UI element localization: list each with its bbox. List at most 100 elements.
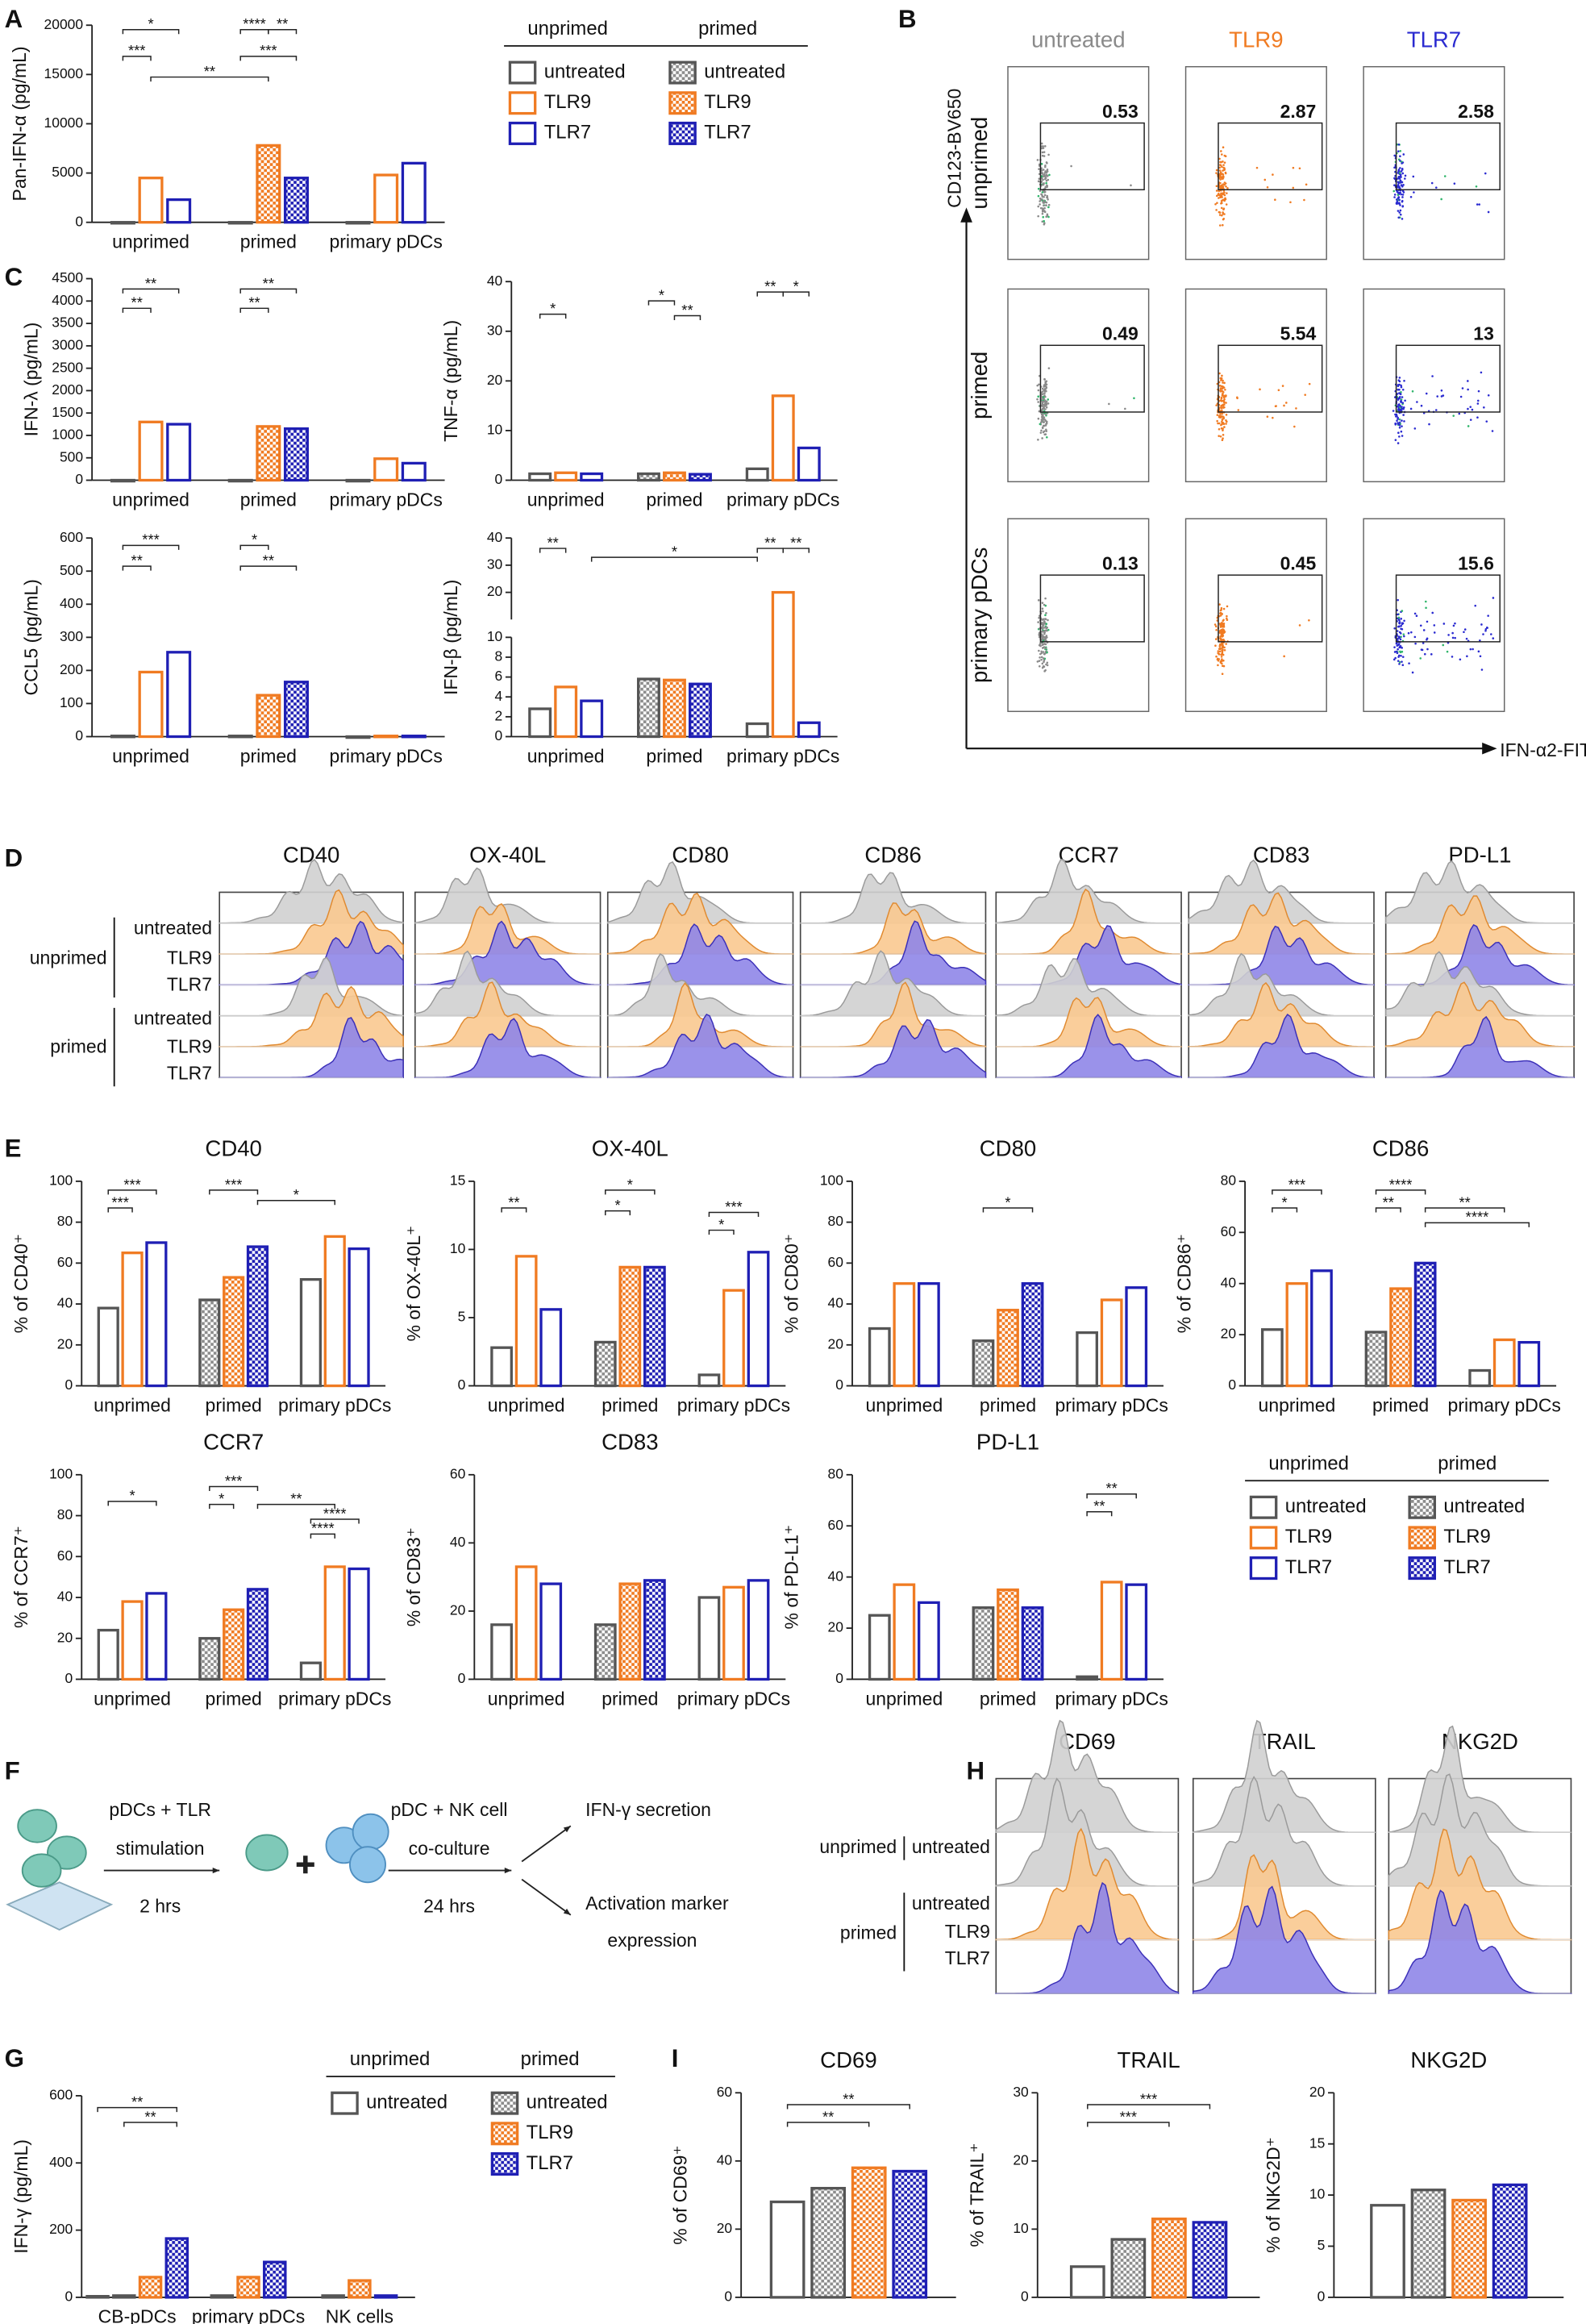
- flow-dot: [1398, 211, 1401, 214]
- bar: [868, 1327, 891, 1388]
- flow-dot: [1040, 142, 1043, 145]
- flow-dot: [1396, 393, 1399, 395]
- bar: [256, 425, 281, 482]
- y-tick-label: 10: [450, 1240, 466, 1256]
- flow-dot: [1222, 623, 1226, 625]
- bar: [580, 699, 604, 739]
- bar: [539, 1308, 563, 1388]
- flow-dot: [1222, 176, 1225, 179]
- flow-dot: [1219, 614, 1222, 617]
- flow-dot: [1476, 203, 1479, 206]
- flow-dot: [1397, 216, 1401, 219]
- flow-dot: [1401, 396, 1404, 398]
- flow-dot: [1400, 655, 1402, 657]
- x-tick-label: CB-pDCs: [98, 2306, 177, 2324]
- bar: [401, 161, 427, 224]
- flow-dot: [1044, 626, 1047, 629]
- bar: [722, 1289, 745, 1388]
- flow-dot: [1392, 410, 1395, 412]
- flow-dot: [1396, 419, 1398, 423]
- bar: [1076, 1331, 1098, 1388]
- significance-label: ***: [1140, 2090, 1157, 2107]
- significance-bracket: [539, 313, 567, 319]
- bar: [618, 1582, 642, 1681]
- flow-dot: [1043, 151, 1046, 153]
- y-axis-label: % of CCR7⁺: [10, 1526, 31, 1628]
- flow-dot: [1408, 662, 1410, 664]
- significance-bracket: [982, 1207, 1034, 1213]
- chart-title: OX-40L: [592, 1136, 668, 1161]
- flow-dot: [1044, 614, 1047, 617]
- flow-dot: [1430, 181, 1434, 185]
- significance-bracket: [647, 300, 676, 306]
- flow-dot: [1041, 621, 1043, 624]
- flow-plot: [1007, 288, 1150, 483]
- flow-dot: [1218, 650, 1222, 653]
- flow-dot: [1040, 658, 1043, 661]
- bar: [112, 2294, 136, 2299]
- histogram-curve: [799, 950, 987, 1017]
- flow-dot: [1041, 151, 1044, 154]
- flow-dot: [1043, 199, 1045, 202]
- flow-dots: [1392, 143, 1490, 220]
- flow-dot: [1222, 223, 1224, 227]
- bar: [138, 2276, 163, 2299]
- flow-dot: [1217, 650, 1220, 652]
- flow-dot: [1223, 213, 1226, 215]
- flow-dot: [1043, 399, 1047, 402]
- bar: [797, 446, 821, 482]
- significance-bracket: [209, 1503, 235, 1510]
- flow-dot: [1285, 402, 1288, 404]
- significance-label: *: [659, 286, 664, 303]
- flow-dot: [1404, 399, 1406, 402]
- flow-dot: [1393, 154, 1396, 157]
- y-tick-label: 400: [49, 2154, 73, 2170]
- significance-bracket: [107, 1189, 157, 1195]
- flow-dot: [1044, 668, 1047, 672]
- flow-dot: [1433, 631, 1436, 634]
- y-tick-label: 3000: [52, 336, 83, 352]
- flow-dot: [1043, 631, 1046, 634]
- flow-dot: [1043, 421, 1046, 423]
- flow-dot: [1043, 172, 1047, 174]
- chart-title: CD80: [980, 1136, 1036, 1161]
- flow-dot: [1221, 173, 1224, 175]
- flow-dot: [1046, 169, 1049, 171]
- flow-dot: [1399, 638, 1402, 641]
- flow-dot: [1222, 624, 1226, 627]
- flow-dot: [1043, 433, 1047, 436]
- arrow-head: [960, 207, 972, 223]
- flow-dots: [1214, 146, 1308, 227]
- row-label: TLR7: [167, 1063, 212, 1084]
- bar: [1125, 1583, 1148, 1681]
- significance-bracket: [501, 1207, 527, 1213]
- flow-dot: [1042, 414, 1044, 417]
- significance-bracket: [1424, 1222, 1530, 1227]
- y-axis-label: IFN-β (pg/mL): [440, 580, 461, 695]
- flow-dot: [1222, 664, 1226, 668]
- histogram-curve: [414, 1018, 602, 1078]
- y-tick-label: 100: [60, 694, 83, 710]
- y-tick-label: 40: [487, 529, 503, 545]
- flow-dot: [1397, 418, 1399, 420]
- flow-dot: [1409, 195, 1413, 198]
- flow-dot: [1043, 638, 1047, 640]
- bar: [1451, 2198, 1487, 2299]
- flow-dot: [1036, 398, 1039, 401]
- flow-dot: [1487, 394, 1490, 397]
- flow-dot: [1216, 414, 1219, 416]
- flow-dot: [1397, 181, 1400, 184]
- flow-dot: [1070, 165, 1072, 168]
- flow-dot: [1043, 389, 1046, 392]
- panel-letter: F: [5, 1757, 20, 1785]
- flow-dot: [1222, 146, 1225, 149]
- flow-dot: [1401, 388, 1405, 391]
- flow-dot: [1454, 636, 1456, 639]
- flow-dot: [1218, 415, 1221, 419]
- x-tick-label: primary pDCs: [1448, 1394, 1561, 1415]
- significance-bracket: [256, 1200, 335, 1206]
- panel-letter: B: [898, 5, 917, 33]
- column-header: TLR7: [1407, 27, 1461, 52]
- marker-title: CCR7: [1059, 843, 1119, 868]
- significance-bracket: [1424, 1207, 1505, 1213]
